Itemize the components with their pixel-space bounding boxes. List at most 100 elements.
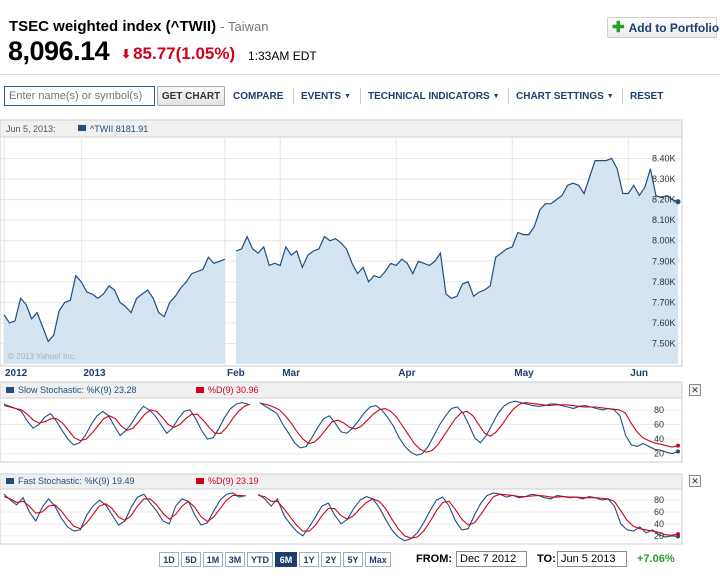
d-last-point	[676, 532, 680, 537]
to-label: TO:	[537, 553, 556, 565]
slow-d-legend: %D(9) 30.96	[208, 385, 259, 395]
fast-d-swatch	[196, 478, 204, 484]
close-slow-stochastic-button[interactable]: ✕	[689, 384, 701, 396]
quote-change-value: 85.77(1.05%)	[133, 44, 236, 63]
stochastic-y-tick-label: 20	[654, 449, 664, 459]
fast-series	[3, 492, 680, 542]
quote-time: 1:33AM EDT	[248, 49, 317, 63]
quote-price: 8,096.14	[8, 36, 110, 66]
stochastic-y-tick-label: 80	[654, 405, 664, 415]
technical-indicators-label: TECHNICAL INDICATORS	[368, 91, 490, 102]
toolbar-divider	[360, 88, 361, 104]
price-x-tick-label: May	[514, 368, 534, 379]
quote-name: TSEC weighted index (^TWII)	[9, 18, 217, 35]
reset-button[interactable]: RESET	[630, 91, 664, 102]
toolbar-divider	[293, 88, 294, 104]
price-y-tick-label: 7.60K	[652, 318, 676, 328]
price-series	[3, 157, 681, 364]
header-divider	[0, 74, 720, 75]
caret-down-icon: ▼	[606, 93, 614, 100]
price-x-axis: 2012 2013 Feb Mar Apr May Jun	[5, 368, 648, 379]
toolbar-divider	[622, 88, 623, 104]
legend-date: Jun 5, 2013:	[6, 124, 56, 134]
quote-title: TSEC weighted index (^TWII) - Taiwan	[9, 18, 268, 35]
stochastic-y-tick-label: 40	[654, 434, 664, 444]
price-x-tick-label: Jun	[630, 368, 648, 379]
add-to-portfolio-button[interactable]: ✚ Add to Portfolio	[607, 17, 720, 38]
price-x-tick-label: Mar	[282, 368, 300, 379]
d-last-point	[676, 443, 680, 448]
caret-down-icon: ▼	[492, 93, 500, 100]
quote-region: - Taiwan	[220, 19, 269, 34]
price-line	[3, 256, 226, 343]
stochastic-y-tick-label: 60	[654, 507, 664, 517]
price-last-point	[675, 199, 681, 205]
period-change: +7.06%	[637, 553, 675, 565]
slow-k-swatch	[6, 387, 14, 393]
range-button-5d[interactable]: 5D	[181, 552, 201, 567]
price-x-tick-label: 2012	[5, 368, 28, 379]
slow-y-axis: 80 60 40 20	[654, 405, 664, 459]
slow-series	[3, 400, 680, 456]
close-fast-stochastic-button[interactable]: ✕	[689, 475, 701, 487]
plus-icon: ✚	[612, 19, 625, 36]
price-y-axis: 7.50K 7.60K 7.70K 7.80K 7.90K 8.00K 8.10K 8.20K…	[652, 154, 676, 349]
quote-change: ⬇ 85.77(1.05%)	[121, 44, 235, 64]
stochastic-y-tick-label: 80	[654, 495, 664, 505]
get-chart-button[interactable]: GET CHART	[157, 86, 225, 106]
toolbar-divider	[508, 88, 509, 104]
from-label: FROM:	[416, 553, 453, 565]
k-line	[3, 402, 249, 446]
range-button-max[interactable]: Max	[365, 552, 391, 567]
price-area-fill	[4, 257, 225, 364]
k-last-point	[676, 449, 680, 454]
to-date-input[interactable]	[557, 551, 627, 567]
range-button-1y[interactable]: 1Y	[299, 552, 319, 567]
fast-k-legend: Fast Stochastic: %K(9) 19.49	[18, 476, 135, 486]
arrow-down-icon: ⬇	[121, 47, 132, 61]
slow-legend-bar	[0, 381, 683, 399]
range-button-3m[interactable]: 3M	[225, 552, 245, 567]
price-x-tick-label: 2013	[83, 368, 106, 379]
compare-button[interactable]: COMPARE	[233, 91, 284, 102]
chart-settings-label: CHART SETTINGS	[516, 91, 604, 102]
price-y-tick-label: 7.80K	[652, 277, 676, 287]
price-y-tick-label: 7.90K	[652, 256, 676, 266]
d-line	[258, 493, 679, 539]
d-line	[3, 494, 246, 530]
symbol-input[interactable]	[4, 86, 155, 106]
price-x-tick-label: Feb	[227, 368, 245, 379]
price-y-tick-label: 8.10K	[652, 215, 676, 225]
price-line	[235, 157, 679, 299]
chart-settings-menu[interactable]: CHART SETTINGS ▼	[516, 91, 614, 102]
price-y-tick-label: 7.50K	[652, 338, 676, 348]
stochastic-y-tick-label: 20	[654, 531, 664, 541]
price-y-tick-label: 8.00K	[652, 236, 676, 246]
range-button-6m[interactable]: 6M	[275, 552, 297, 567]
from-date-input[interactable]	[456, 551, 527, 567]
stochastic-y-tick-label: 60	[654, 420, 664, 430]
legend-series-swatch	[78, 125, 86, 131]
price-y-tick-label: 8.20K	[652, 195, 676, 205]
add-to-portfolio-label: Add to Portfolio	[628, 20, 720, 35]
events-menu[interactable]: EVENTS ▼	[301, 91, 351, 102]
fast-y-axis: 80 60 40 20	[654, 495, 664, 541]
slow-d-swatch	[196, 387, 204, 393]
fast-legend-bar	[0, 473, 683, 490]
fast-d-legend: %D(9) 23.19	[208, 476, 259, 486]
technical-indicators-menu[interactable]: TECHNICAL INDICATORS ▼	[368, 91, 500, 102]
range-button-ytd[interactable]: YTD	[247, 552, 273, 567]
legend-series: ^TWII 8181.91	[90, 124, 148, 134]
range-button-1m[interactable]: 1M	[203, 552, 223, 567]
stochastic-y-tick-label: 40	[654, 519, 664, 529]
price-y-tick-label: 8.40K	[652, 154, 676, 164]
range-button-5y[interactable]: 5Y	[343, 552, 363, 567]
d-line	[3, 403, 251, 442]
price-area-fill	[236, 158, 678, 364]
range-button-2y[interactable]: 2Y	[321, 552, 341, 567]
caret-down-icon: ▼	[344, 93, 351, 100]
price-y-tick-label: 7.70K	[652, 297, 676, 307]
range-button-1d[interactable]: 1D	[159, 552, 179, 567]
copyright: © 2013 Yahoo! Inc.	[8, 352, 76, 361]
